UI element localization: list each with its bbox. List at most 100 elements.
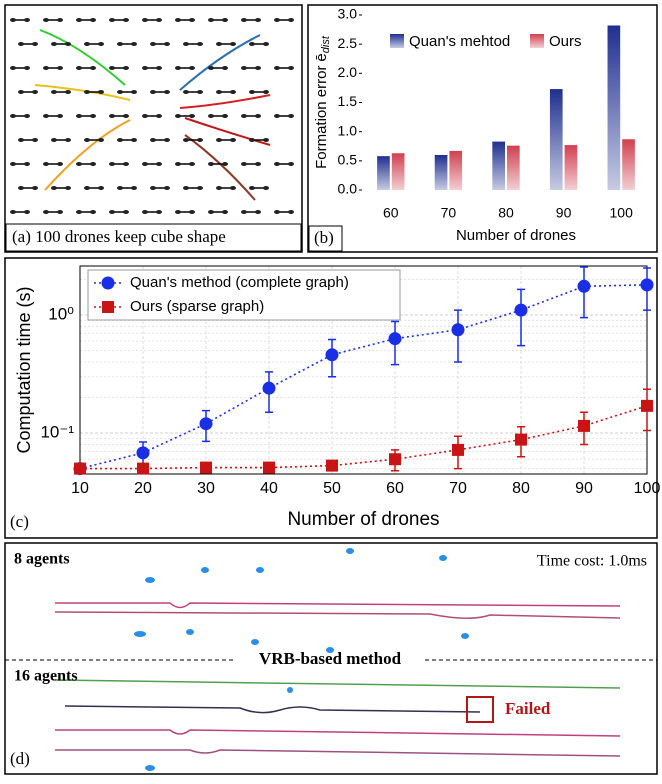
rotor [10,66,16,70]
drone [142,66,162,70]
drone-swarm [10,18,294,214]
rotor [84,186,90,190]
y-tick-label: 0.5 [338,152,358,168]
rotor [216,186,222,190]
rotor [255,210,261,214]
drone [249,186,269,190]
rotor [175,114,181,118]
rotor [255,114,261,118]
rotor [249,42,255,46]
rotor [241,66,247,70]
legend-label: Quan's method (complete graph) [130,274,349,291]
rotor [274,66,280,70]
legend-marker [101,276,115,290]
rotor [274,114,280,118]
rotor [263,186,269,190]
agent [145,577,155,583]
drone [109,18,129,22]
drone [183,90,203,94]
drone [18,42,38,46]
rotor [249,138,255,142]
rotor [98,186,104,190]
y-axis-label: Computation time (s) [14,286,34,453]
rotor [32,42,38,46]
marker [641,399,653,412]
rotor [76,18,82,22]
caption: (c) [10,512,29,531]
label: 16 agents [14,668,78,685]
agent [186,629,194,635]
rotor [24,114,30,118]
caption-box [308,225,343,252]
marker [452,443,464,456]
drone [84,42,104,46]
marker [326,459,338,472]
trajectory [39,29,126,86]
trajectory [34,84,131,101]
bar [607,25,621,190]
rotor [117,138,123,142]
rotor [208,162,214,166]
agent [145,765,155,771]
x-tick-label: 30 [197,480,215,497]
rotor [90,114,96,118]
caption-box [5,223,302,252]
error-bar [517,288,525,347]
bar [434,155,448,190]
trajectory [179,94,271,109]
rotor [241,162,247,166]
trajectory [179,34,261,91]
trajectory [44,119,131,191]
rotor [263,42,269,46]
drone [142,114,162,118]
agent [461,633,469,639]
rotor [222,114,228,118]
drone [109,66,129,70]
y-axis-label-subscript: dist [320,35,332,53]
rotor [222,66,228,70]
rotor [51,90,57,94]
drone [117,90,137,94]
rotor [150,90,156,94]
divider-label: VRB-based method [259,649,402,668]
drone [84,186,104,190]
drone [241,114,261,118]
rotor [18,186,24,190]
rotor [24,210,30,214]
y-tick-label: 10⁻¹ [40,423,74,442]
rotor [142,66,148,70]
marker [577,279,591,293]
drone [183,138,203,142]
rotor [57,66,63,70]
rotor [216,42,222,46]
rotor [65,138,71,142]
drone [208,18,228,22]
drone [43,114,63,118]
rotor [175,18,181,22]
bar [549,89,563,190]
drone [10,162,30,166]
drone [51,186,71,190]
x-tick-label: 80 [498,205,514,221]
rotor [230,138,236,142]
rotor [208,114,214,118]
rotor [288,114,294,118]
rotor [43,18,49,22]
drone [216,42,236,46]
rotor [274,210,280,214]
rotor [123,66,129,70]
drone [109,210,129,214]
drone [150,42,170,46]
rotor [222,210,228,214]
caption: (a) 100 drones keep cube shape [12,227,226,246]
rotor [241,18,247,22]
rotor [230,90,236,94]
drone [249,138,269,142]
marker [640,278,654,292]
x-tick-label: 80 [512,480,530,497]
rotor [230,42,236,46]
rotor [183,90,189,94]
rotor [197,90,203,94]
drone [274,18,294,22]
